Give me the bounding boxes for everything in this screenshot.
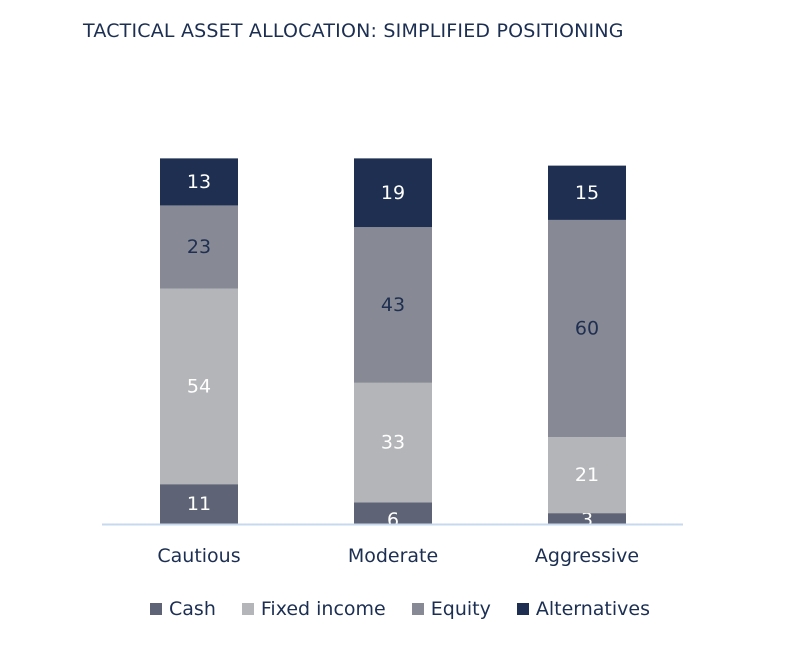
legend-label: Equity xyxy=(430,598,491,620)
bar-segment-equity xyxy=(160,205,238,289)
legend-item-cash: Cash xyxy=(150,598,216,620)
data-label: 23 xyxy=(187,236,211,258)
bar-segment-alternatives xyxy=(548,165,626,220)
legend-label: Cash xyxy=(169,598,216,620)
bar-segment-equity xyxy=(354,227,432,383)
data-label: 15 xyxy=(575,182,599,204)
legend-swatch xyxy=(411,603,424,615)
bar-segment-fixed-income xyxy=(354,382,432,503)
legend-item-equity: Equity xyxy=(411,598,491,620)
data-label: 43 xyxy=(381,294,405,316)
legend-label: Alternatives xyxy=(535,598,650,620)
bar-segment-fixed-income xyxy=(548,437,626,514)
data-label: 33 xyxy=(381,432,405,454)
bar-segment-fixed-income xyxy=(160,288,238,485)
x-tick-label: Aggressive xyxy=(535,545,639,567)
x-tick-label: Moderate xyxy=(348,545,438,567)
data-label: 13 xyxy=(187,171,211,193)
bar-segment-cash xyxy=(548,513,626,524)
bar-segment-alternatives xyxy=(160,158,238,206)
data-label: 19 xyxy=(381,182,405,204)
data-label: 6 xyxy=(387,509,399,531)
chart-legend: Cash Fixed income Equity Alternatives xyxy=(0,596,800,622)
data-label: 60 xyxy=(575,318,599,340)
stacked-bar-chart: 11542313Cautious6334319Moderate3216015Ag… xyxy=(102,158,683,567)
legend-item-alternatives: Alternatives xyxy=(516,598,650,620)
data-label: 54 xyxy=(187,375,211,397)
legend-swatch xyxy=(150,603,163,615)
chart-title: TACTICAL ASSET ALLOCATION: SIMPLIFIED PO… xyxy=(83,20,624,42)
data-label: 11 xyxy=(187,493,211,515)
bar-segment-alternatives xyxy=(354,158,432,228)
bar-segment-equity xyxy=(548,219,626,438)
legend-swatch xyxy=(241,603,254,615)
x-tick-label: Cautious xyxy=(157,545,240,567)
legend-item-fixed-income: Fixed income xyxy=(241,598,386,620)
data-label: 21 xyxy=(575,464,599,486)
legend-label: Fixed income xyxy=(260,598,386,620)
bar-segment-cash xyxy=(354,502,432,524)
legend-swatch xyxy=(516,603,529,615)
bar-segment-cash xyxy=(160,484,238,524)
